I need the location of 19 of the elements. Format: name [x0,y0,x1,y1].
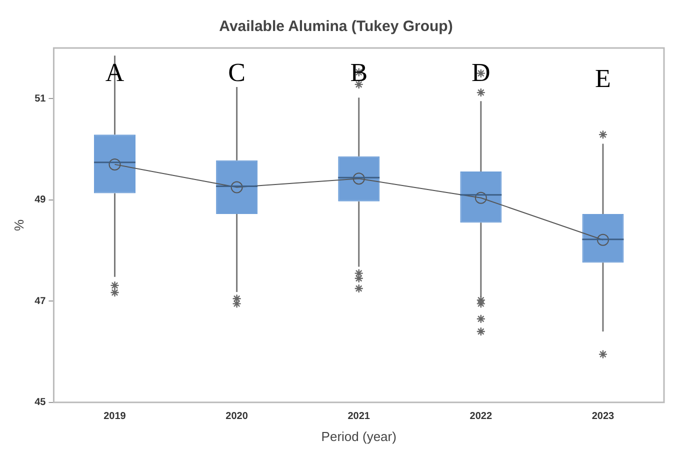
chart-title: Available Alumina (Tukey Group) [219,18,453,36]
annotation: D [472,58,490,87]
annotation: A [105,58,124,87]
x-tick-label: 2021 [348,411,370,422]
y-axis-title: % [11,218,26,231]
x-tick-label: 2019 [104,411,126,422]
annotation: E [595,64,611,93]
y-tick-label: 47 [34,296,46,307]
y-tick-label: 45 [34,397,46,408]
annotation: B [350,58,368,87]
y-tick-label: 49 [34,194,46,206]
point [230,181,243,194]
x-tick-label: 2020 [226,411,248,422]
annotation: C [228,58,246,87]
point [108,158,121,170]
y-tick-label: 51 [34,93,46,104]
x-tick-label: 2023 [592,411,615,422]
x-axis-title: Period (year) [321,428,396,444]
x-tick-label: 2022 [470,411,492,422]
